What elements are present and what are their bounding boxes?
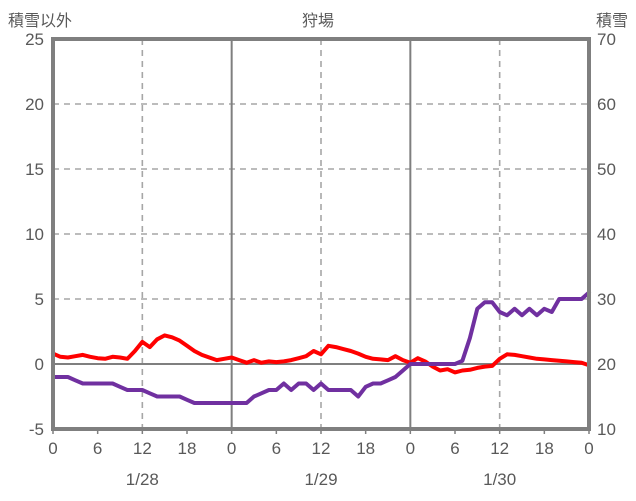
x-axis-hour-tick: 0	[584, 439, 594, 458]
left-axis-tick-5: 5	[34, 290, 44, 309]
right-axis-tick-70: 70	[597, 30, 616, 49]
x-axis-hour-tick: 12	[490, 439, 510, 458]
x-axis-date-label: 1/30	[483, 470, 517, 489]
left-axis-title: 積雪以外	[8, 13, 73, 30]
right-axis-tick-10: 10	[597, 420, 616, 439]
left-axis-tick-15: 15	[25, 160, 44, 179]
x-axis-hour-tick: 6	[450, 439, 460, 458]
left-axis-tick-20: 20	[25, 95, 44, 114]
x-axis-hour-tick: 6	[271, 439, 282, 458]
x-axis-hour-tick: 6	[92, 439, 103, 458]
left-axis-tick-0: 0	[34, 355, 44, 374]
x-axis-hour-tick: 18	[356, 439, 376, 458]
plot-border	[51, 37, 591, 431]
x-axis-date-label: 1/28	[125, 470, 159, 489]
x-axis-hour-tick: 12	[132, 439, 152, 458]
right-axis-tick-40: 40	[597, 225, 616, 244]
left-axis-tick--5: -5	[28, 420, 44, 439]
x-axis-date-label: 1/29	[304, 470, 338, 489]
series-line-other-than-snow	[51, 333, 591, 375]
right-axis-tick-50: 50	[597, 160, 616, 179]
x-axis-hour-tick: 0	[226, 439, 237, 458]
x-axis-hour-tick: 12	[311, 439, 331, 458]
x-axis-hour-tick: 18	[534, 439, 554, 458]
series-line-snow-depth	[51, 290, 591, 405]
left-axis-tick-25: 25	[25, 30, 44, 49]
chart-title: 狩場	[301, 13, 334, 30]
right-axis-tick-20: 20	[597, 355, 616, 374]
right-axis-tick-60: 60	[597, 95, 616, 114]
right-axis-title: 積雪	[595, 13, 628, 30]
left-axis-tick-10: 10	[25, 225, 44, 244]
right-axis-tick-30: 30	[597, 290, 616, 309]
x-axis-hour-tick: 0	[48, 439, 58, 458]
x-axis-hour-tick: 18	[177, 439, 197, 458]
x-axis-hour-tick: 0	[405, 439, 416, 458]
